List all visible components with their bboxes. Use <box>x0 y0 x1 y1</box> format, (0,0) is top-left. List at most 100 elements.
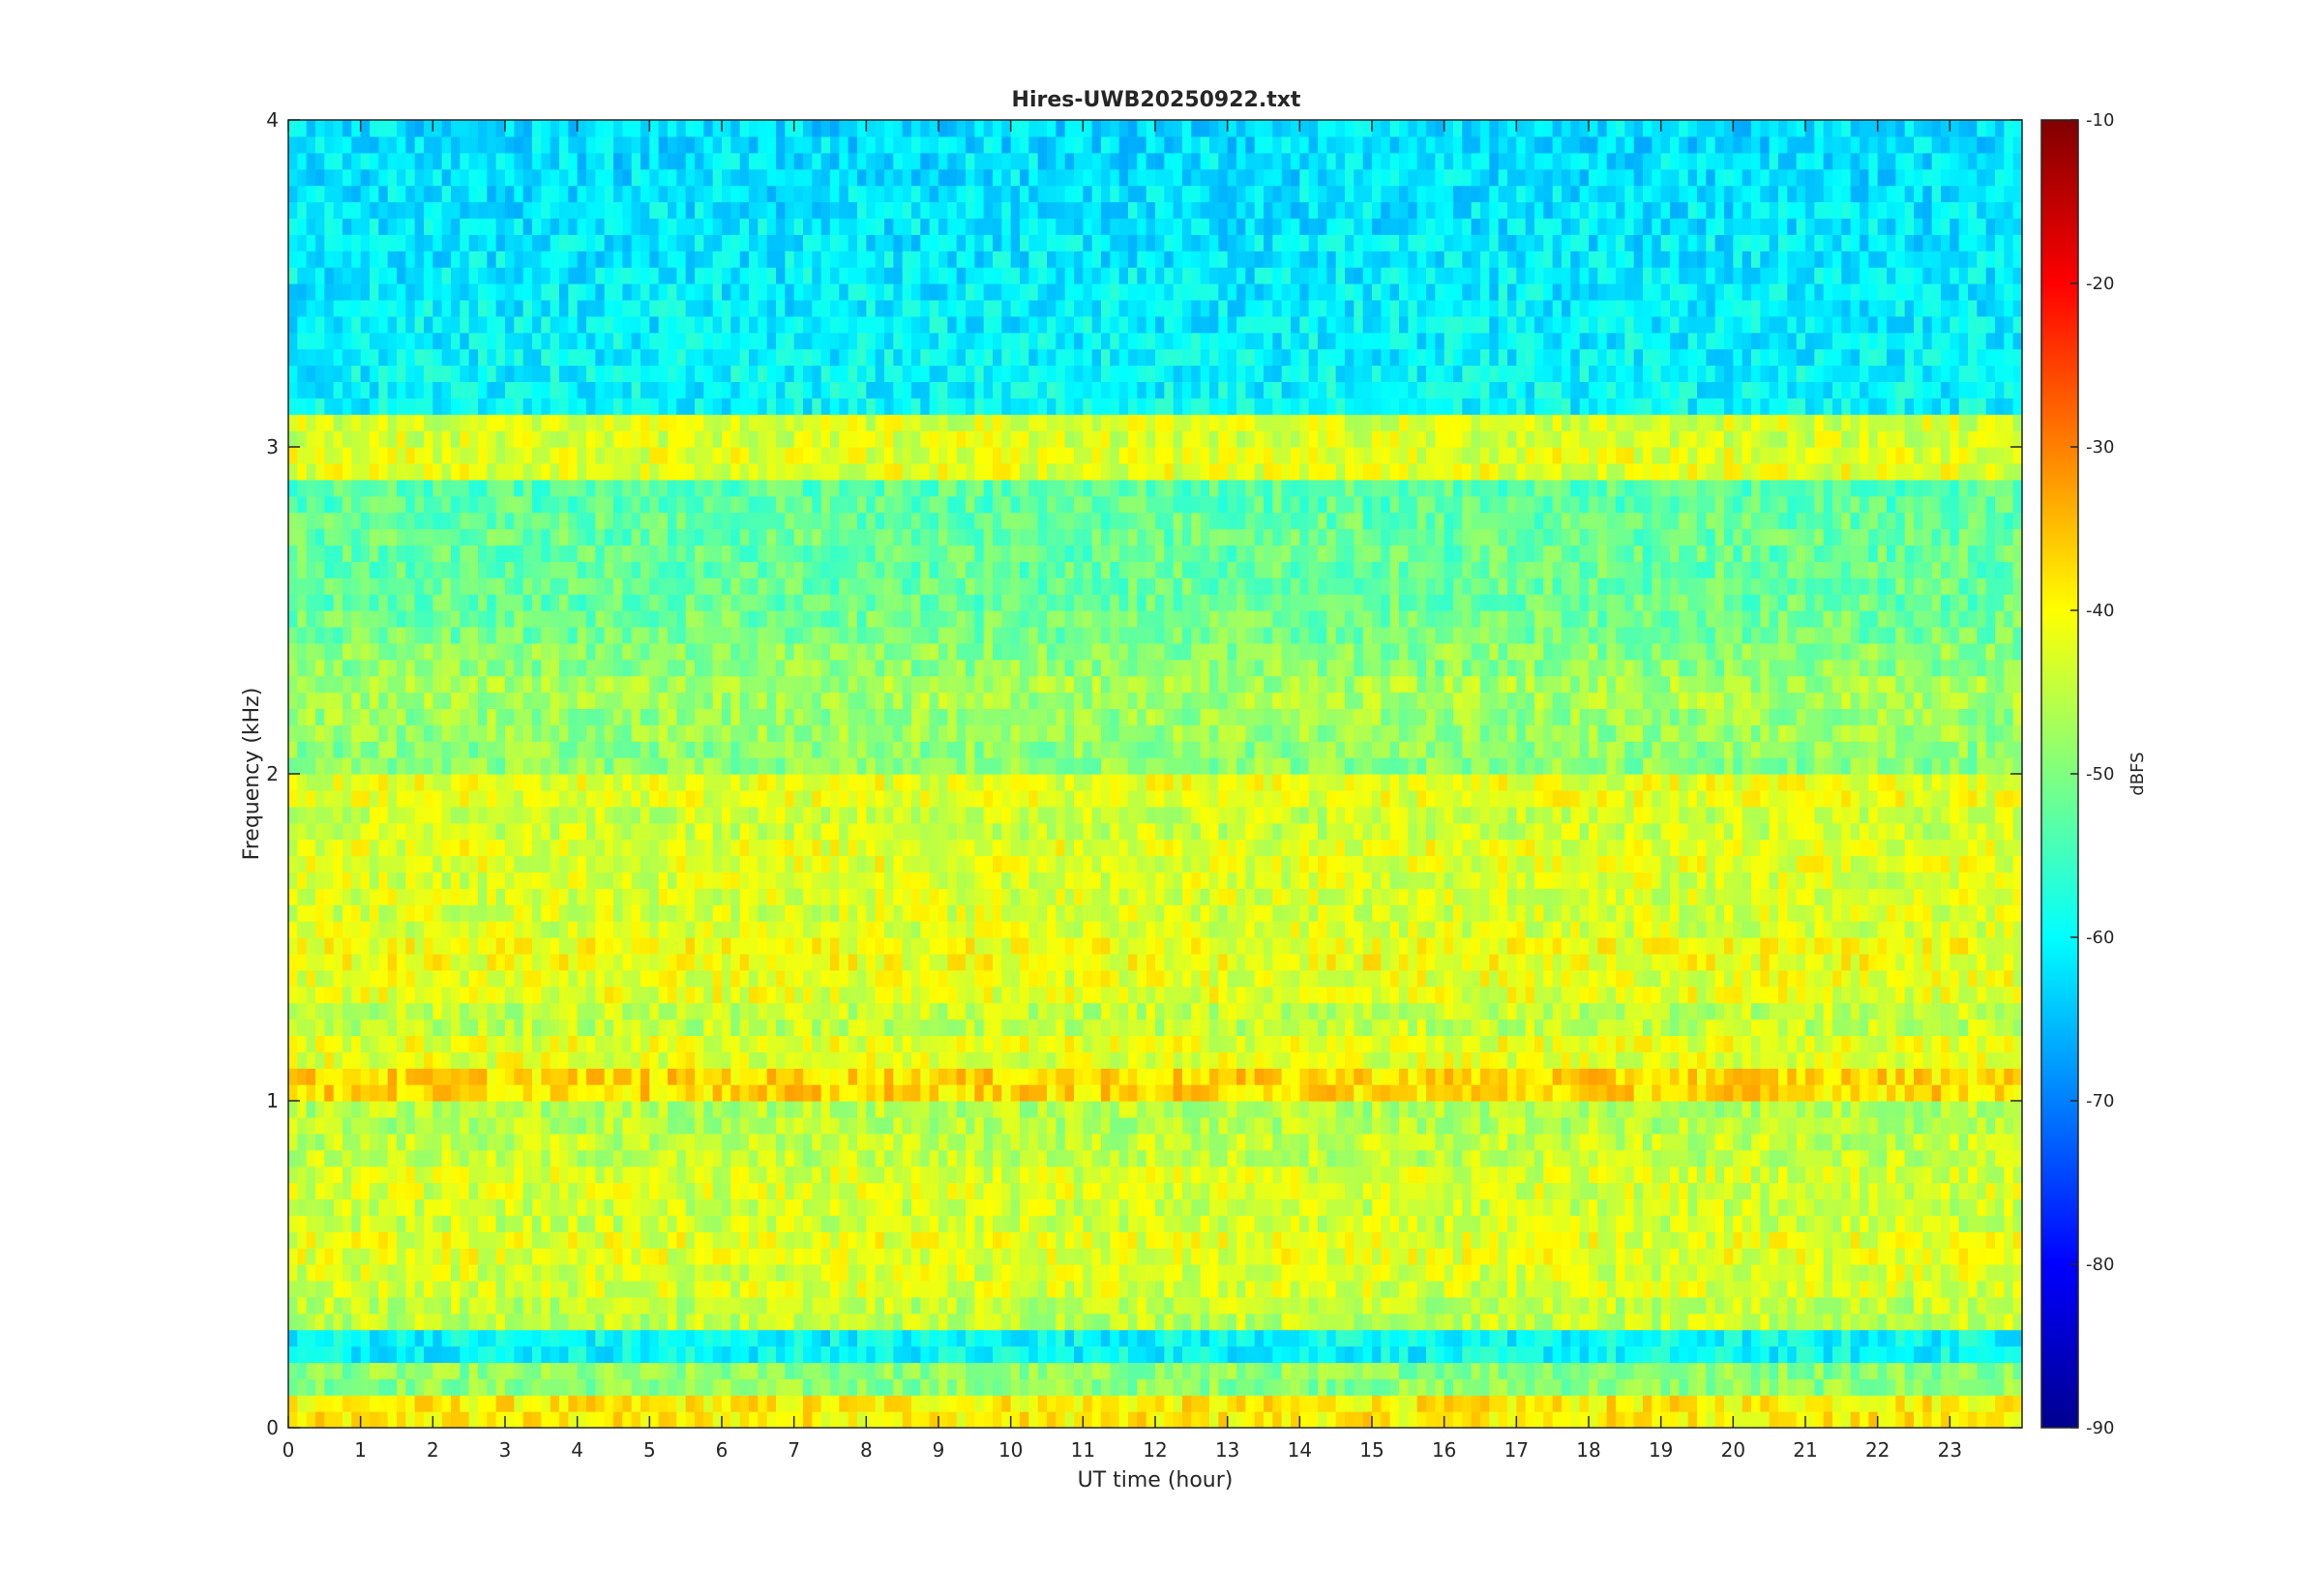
heatmap-cell <box>1796 1198 1806 1216</box>
heatmap-cell <box>478 1198 488 1216</box>
heatmap-cell <box>1633 1133 1644 1151</box>
heatmap-cell <box>1416 1035 1427 1052</box>
heatmap-cell <box>1218 1051 1229 1069</box>
heatmap-cell <box>1714 1019 1725 1036</box>
heatmap-cell <box>315 1345 325 1363</box>
heatmap-cell <box>1597 1035 1608 1052</box>
heatmap-cell <box>387 1101 398 1118</box>
heatmap-cell <box>947 1019 958 1036</box>
heatmap-cell <box>658 1378 669 1396</box>
heatmap-cell <box>1010 1051 1021 1069</box>
heatmap-cell <box>703 1264 714 1282</box>
heatmap-cell <box>1254 1215 1265 1232</box>
heatmap-cell <box>1462 1345 1473 1363</box>
heatmap-cell <box>333 1035 343 1052</box>
heatmap-cell <box>1796 1133 1806 1151</box>
heatmap-cell <box>766 1198 777 1216</box>
heatmap-cell <box>487 1068 497 1085</box>
heatmap-cell <box>577 1395 587 1412</box>
heatmap-cell <box>1489 1068 1500 1085</box>
heatmap-cell <box>668 1264 677 1282</box>
heatmap-cell <box>1281 1264 1292 1282</box>
heatmap-cell <box>884 1182 894 1199</box>
heatmap-cell <box>1714 1231 1725 1249</box>
heatmap-cell <box>1318 1248 1327 1265</box>
heatmap-cell <box>1887 1101 1896 1118</box>
heatmap-cell <box>441 1133 452 1151</box>
heatmap-cell <box>414 1182 425 1199</box>
heatmap-cell <box>532 1296 542 1315</box>
heatmap-cell <box>749 1215 759 1232</box>
heatmap-cell <box>1616 1133 1625 1151</box>
heatmap-cell <box>1616 1378 1625 1396</box>
heatmap-cell <box>1958 1101 1969 1118</box>
heatmap-cell <box>1326 1231 1337 1249</box>
heatmap-cell <box>451 1378 461 1396</box>
heatmap-cell <box>1652 1002 1662 1020</box>
heatmap-cell <box>1597 1362 1608 1379</box>
heatmap-cell <box>820 1084 831 1102</box>
heatmap-cell <box>1056 1362 1066 1379</box>
heatmap-cell <box>1516 1101 1527 1118</box>
heatmap-cell <box>1769 1002 1779 1020</box>
heatmap-cell <box>1471 1378 1481 1396</box>
heatmap-cell <box>839 1019 849 1036</box>
heatmap-cell <box>1562 1101 1571 1118</box>
heatmap-cell <box>1408 1411 1418 1429</box>
heatmap-cell <box>1381 1101 1391 1118</box>
heatmap-cell <box>1209 1231 1219 1249</box>
heatmap-cell <box>1914 1378 1923 1396</box>
heatmap-cell <box>776 1411 786 1429</box>
heatmap-cell <box>1164 1395 1175 1412</box>
heatmap-cell <box>974 1166 985 1184</box>
heatmap-cell <box>685 1362 696 1379</box>
heatmap-cell <box>1128 1101 1138 1118</box>
heatmap-cell <box>1796 1329 1806 1347</box>
heatmap-cell <box>893 1051 904 1069</box>
heatmap-cell <box>1362 1166 1373 1184</box>
heatmap-cell <box>758 1133 768 1151</box>
heatmap-cell <box>983 1051 994 1069</box>
heatmap-cell <box>514 1019 524 1036</box>
heatmap-cell <box>839 1329 849 1347</box>
heatmap-cell <box>893 1231 904 1249</box>
heatmap-cell <box>351 1149 362 1167</box>
heatmap-cell <box>586 1345 596 1363</box>
heatmap-cell <box>586 1051 596 1069</box>
heatmap-cell <box>983 1101 994 1118</box>
heatmap-cell <box>1020 1101 1029 1118</box>
heatmap-cell <box>387 1002 398 1020</box>
heatmap-cell <box>2012 1068 2023 1085</box>
heatmap-cell <box>1408 1231 1418 1249</box>
heatmap-cell <box>1155 1182 1165 1199</box>
heatmap-cell <box>1652 1395 1662 1412</box>
heatmap-cell <box>1110 1002 1120 1020</box>
heatmap-cell <box>766 1133 777 1151</box>
heatmap-cell <box>1562 1378 1571 1396</box>
heatmap-cell <box>495 1248 506 1265</box>
heatmap-cell <box>983 1116 994 1135</box>
heatmap-cell <box>1128 1264 1138 1282</box>
heatmap-cell <box>550 1378 560 1396</box>
heatmap-cell <box>1318 1035 1327 1052</box>
heatmap-cell <box>1416 1395 1427 1412</box>
heatmap-cell <box>1624 1296 1635 1315</box>
heatmap-cell <box>414 1329 425 1347</box>
heatmap-cell <box>1001 1182 1012 1199</box>
heatmap-cell <box>776 1035 786 1052</box>
heatmap-cell <box>640 1411 650 1429</box>
heatmap-cell <box>1091 1329 1102 1347</box>
heatmap-cell <box>351 1002 362 1020</box>
heatmap-cell <box>495 1296 506 1315</box>
heatmap-cell <box>1697 1068 1707 1085</box>
heatmap-cell <box>2012 1345 2023 1363</box>
heatmap-cell <box>315 1215 325 1232</box>
heatmap-cell <box>1941 1231 1950 1249</box>
heatmap-cell <box>1137 1198 1147 1216</box>
heatmap-cell <box>370 1149 379 1167</box>
heatmap-cell <box>1778 1280 1788 1298</box>
heatmap-cell <box>297 1068 308 1085</box>
heatmap-cell <box>1868 1395 1879 1412</box>
heatmap-cell <box>441 1231 452 1249</box>
heatmap-cell <box>1308 1182 1319 1199</box>
